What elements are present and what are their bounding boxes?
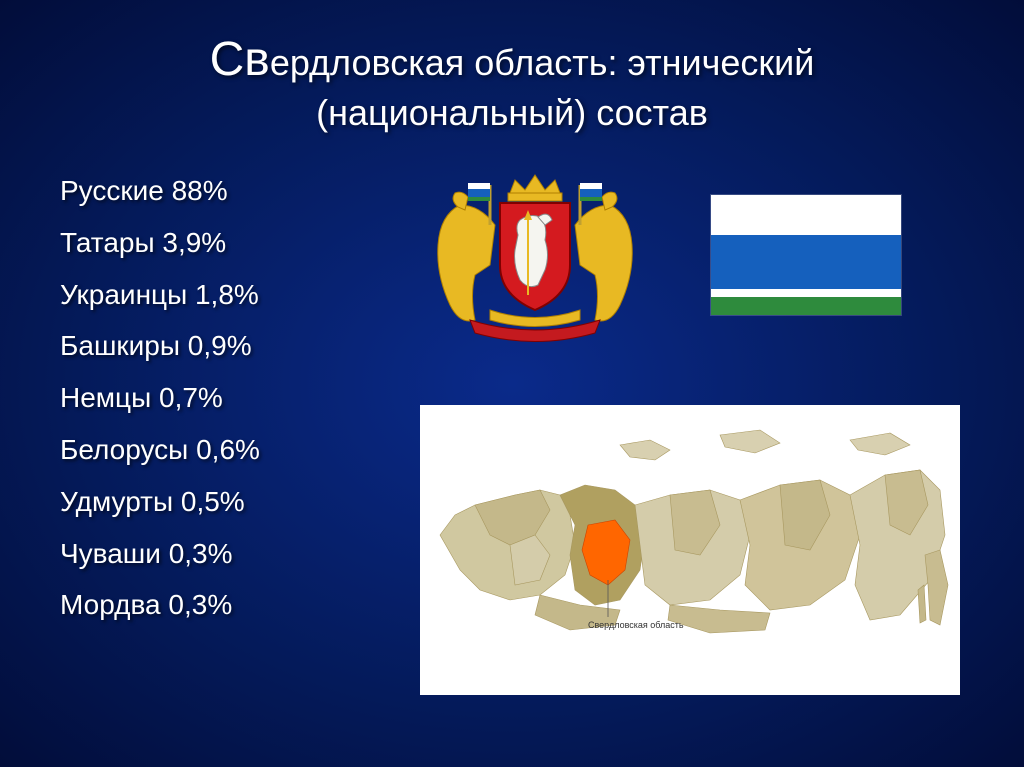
slide-title: Свердловская область: этнический (национ… bbox=[50, 30, 974, 135]
ethnic-name: Белорусы bbox=[60, 434, 188, 465]
content-row: Русские 88% Татары 3,9% Украинцы 1,8% Ба… bbox=[50, 165, 974, 695]
ethnic-value: 0,9% bbox=[188, 330, 252, 361]
flag-stripe-white-thin bbox=[711, 289, 901, 297]
list-item: Удмурты 0,5% bbox=[60, 476, 390, 528]
list-item: Немцы 0,7% bbox=[60, 372, 390, 424]
ethnic-name: Русские bbox=[60, 175, 164, 206]
ethnic-value: 88% bbox=[172, 175, 228, 206]
ethnic-list: Русские 88% Татары 3,9% Украинцы 1,8% Ба… bbox=[50, 165, 390, 631]
list-item: Башкиры 0,9% bbox=[60, 320, 390, 372]
ethnic-value: 0,3% bbox=[168, 589, 232, 620]
list-item: Русские 88% bbox=[60, 165, 390, 217]
flag-stripe-blue bbox=[711, 235, 901, 289]
ethnic-name: Чуваши bbox=[60, 538, 161, 569]
region-flag bbox=[710, 194, 902, 316]
map-region-label: Свердловская область bbox=[588, 620, 684, 630]
title-prefix: Св bbox=[210, 33, 270, 86]
ethnic-value: 0,6% bbox=[196, 434, 260, 465]
ethnic-name: Мордва bbox=[60, 589, 161, 620]
ethnic-value: 1,8% bbox=[195, 279, 259, 310]
list-item: Мордва 0,3% bbox=[60, 579, 390, 631]
ethnic-name: Удмурты bbox=[60, 486, 173, 517]
list-item: Украинцы 1,8% bbox=[60, 269, 390, 321]
ethnic-name: Башкиры bbox=[60, 330, 180, 361]
flag-stripe-white-top bbox=[711, 195, 901, 235]
ethnic-value: 0,5% bbox=[181, 486, 245, 517]
title-line2: (национальный) состав bbox=[316, 92, 708, 133]
ethnic-value: 3,9% bbox=[162, 227, 226, 258]
ethnic-name: Украинцы bbox=[60, 279, 187, 310]
ethnic-value: 0,7% bbox=[159, 382, 223, 413]
title-line1: ердловская область: этнический bbox=[270, 42, 815, 83]
visuals-column: Свердловская область bbox=[390, 165, 974, 695]
top-visual-row bbox=[390, 165, 974, 345]
flag-stripe-green bbox=[711, 297, 901, 315]
ethnic-name: Немцы bbox=[60, 382, 151, 413]
slide-root: Свердловская область: этнический (национ… bbox=[0, 0, 1024, 767]
ethnic-value: 0,3% bbox=[169, 538, 233, 569]
russia-map: Свердловская область bbox=[420, 405, 960, 695]
list-item: Татары 3,9% bbox=[60, 217, 390, 269]
list-item: Чуваши 0,3% bbox=[60, 528, 390, 580]
ethnic-name: Татары bbox=[60, 227, 155, 258]
coat-of-arms bbox=[420, 165, 650, 345]
list-item: Белорусы 0,6% bbox=[60, 424, 390, 476]
